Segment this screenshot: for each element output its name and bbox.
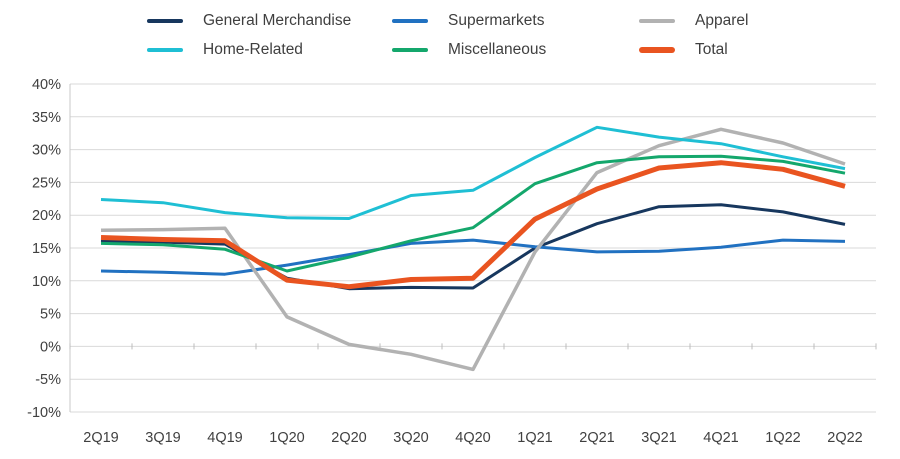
legend-swatch-icon — [147, 48, 183, 52]
x-tick-label: 4Q20 — [455, 430, 490, 446]
x-tick-label: 2Q21 — [579, 430, 614, 446]
legend-item-general-merchandise: General Merchandise — [147, 12, 351, 30]
legend-swatch-icon — [639, 47, 675, 53]
legend-item-apparel: Apparel — [639, 12, 748, 30]
y-tick-label: 20% — [32, 208, 61, 224]
x-tick-label: 2Q22 — [827, 430, 862, 446]
y-tick-label: 5% — [40, 307, 61, 323]
y-tick-label: 15% — [32, 241, 61, 257]
x-tick-label: 3Q19 — [145, 430, 180, 446]
legend-swatch-icon — [392, 19, 428, 23]
zero-line-ticks — [69, 343, 877, 350]
legend-item-home-related: Home-Related — [147, 41, 303, 59]
legend-item-total: Total — [639, 41, 728, 59]
x-tick-label: 4Q21 — [703, 430, 738, 446]
series-line-home-related — [100, 125, 846, 220]
x-tick-label: 4Q19 — [207, 430, 242, 446]
legend-swatch-icon — [392, 48, 428, 52]
y-tick-label: 30% — [32, 143, 61, 159]
x-tick-label: 2Q20 — [331, 430, 366, 446]
x-tick-label: 3Q21 — [641, 430, 676, 446]
series-lines — [100, 125, 846, 372]
y-tick-label: 10% — [32, 274, 61, 290]
legend-label: Apparel — [695, 12, 749, 29]
legend-swatch-icon — [639, 19, 675, 23]
x-tick-labels: 2Q19 3Q19 4Q19 1Q20 2Q20 3Q20 4Q20 1Q21 2Q21 3Q21… — [83, 430, 862, 446]
legend-swatch-icon — [147, 19, 183, 23]
y-tick-label: 35% — [32, 110, 61, 126]
y-tick-label: -10% — [27, 405, 61, 421]
legend-label: Total — [695, 41, 728, 58]
legend-item-miscellaneous: Miscellaneous — [392, 41, 546, 59]
legend-item-supermarkets: Supermarkets — [392, 12, 544, 30]
series-line-general-merchandise — [100, 203, 846, 291]
chart-legend: General Merchandise Supermarkets Apparel Ho… — [0, 0, 900, 64]
x-tick-label: 1Q22 — [765, 430, 800, 446]
y-tick-labels: 40% 35% 30% 25% 20% 15% 10% 5% 0% -5% -10% — [27, 77, 61, 421]
series-line-supermarkets — [100, 238, 846, 276]
x-tick-label: 1Q20 — [269, 430, 304, 446]
y-tick-label: -5% — [35, 372, 61, 388]
x-tick-label: 3Q20 — [393, 430, 428, 446]
series-line-total — [100, 160, 846, 290]
x-tick-label: 2Q19 — [83, 430, 118, 446]
series-line-miscellaneous — [100, 154, 846, 273]
y-tick-label: 25% — [32, 175, 61, 191]
x-tick-label: 1Q21 — [517, 430, 552, 446]
series-line-apparel — [100, 127, 846, 372]
legend-label: Miscellaneous — [448, 41, 547, 58]
y-tick-label: 0% — [40, 339, 61, 355]
legend-label: Home-Related — [203, 41, 303, 58]
legend-label: Supermarkets — [448, 12, 545, 29]
legend-label: General Merchandise — [203, 12, 352, 29]
y-tick-label: 40% — [32, 77, 61, 93]
